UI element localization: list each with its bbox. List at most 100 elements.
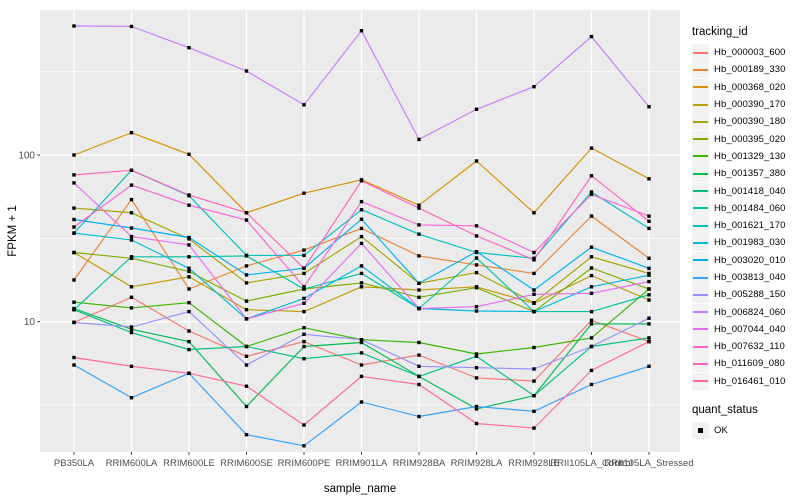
data-point (417, 288, 421, 292)
data-point (187, 152, 191, 156)
data-point (302, 326, 306, 330)
data-point (244, 218, 249, 222)
data-point (474, 224, 479, 228)
data-point (532, 345, 536, 350)
data-point (244, 344, 249, 349)
data-point (647, 279, 651, 284)
panel-background (40, 10, 680, 452)
data-point (589, 245, 594, 249)
data-point (129, 226, 134, 230)
legend-label: Hb_000390_180 (714, 116, 786, 128)
legend-tracking-items: Hb_000003_600 Hb_000189_330 Hb_000368_020 H… (692, 44, 800, 390)
data-point (417, 340, 421, 345)
data-point (359, 179, 364, 183)
x-tick-label: RRIM600LA (106, 458, 158, 469)
line-swatch-icon (693, 380, 708, 383)
data-point (187, 371, 191, 375)
legend-key (692, 199, 709, 217)
data-point (302, 285, 306, 289)
legend-item-Hb_003020_010: Hb_003020_010 (692, 251, 800, 269)
data-point (244, 433, 249, 437)
data-point (244, 363, 249, 367)
legend-title-tracking-id: tracking_id (692, 26, 748, 38)
data-point (589, 309, 594, 314)
data-point (129, 183, 134, 187)
legend-label: Hb_007044_040 (714, 323, 786, 335)
data-point (72, 206, 76, 210)
data-point (359, 340, 364, 345)
legend-label: Hb_006824_060 (714, 306, 786, 318)
data-point (302, 444, 306, 448)
data-point (417, 295, 421, 299)
data-point (302, 253, 306, 258)
data-point (302, 271, 306, 276)
legend-item-Hb_001329_130: Hb_001329_130 (692, 147, 800, 165)
legend-item-Hb_003813_040: Hb_003813_040 (692, 269, 800, 286)
data-point (417, 281, 421, 285)
legend-key (692, 320, 709, 338)
data-point (359, 285, 364, 289)
legend-item-Hb_000390_170: Hb_000390_170 (692, 96, 800, 114)
line-swatch-icon (693, 103, 708, 106)
y-tick-label: 100 (18, 151, 35, 162)
legend-label: Hb_001418_040 (714, 185, 786, 197)
data-point (359, 264, 364, 268)
x-tick-label: RRIM600SE (220, 458, 273, 469)
line-swatch-icon (693, 155, 708, 158)
data-point (187, 301, 191, 305)
data-point (244, 317, 249, 321)
data-point (187, 347, 191, 352)
data-point (589, 34, 594, 39)
legend-key (692, 44, 709, 62)
data-point (187, 269, 191, 274)
data-point (244, 308, 249, 312)
legend-item-Hb_001983_030: Hb_001983_030 (692, 234, 800, 252)
x-tick-label: PB350LA (54, 458, 95, 469)
data-point (532, 288, 536, 292)
data-point (474, 354, 479, 358)
legend-label: Hb_005288_150 (714, 289, 786, 301)
data-point (129, 234, 134, 239)
line-swatch-icon (693, 86, 708, 89)
data-point (187, 243, 191, 247)
legend-label: Hb_001484_060 (714, 202, 786, 214)
data-point (359, 241, 364, 246)
data-point (532, 258, 536, 262)
legend-item-Hb_000003_600: Hb_000003_600 (692, 44, 800, 62)
legend-item-Hb_007632_110: Hb_007632_110 (692, 338, 800, 356)
legend-label: Hb_003813_040 (714, 272, 786, 283)
legend-key (692, 217, 709, 235)
legend-key (692, 147, 709, 165)
x-axis-title: sample_name (324, 483, 396, 495)
data-point (532, 409, 536, 413)
data-point (129, 325, 134, 329)
data-point (187, 339, 191, 344)
line-swatch-icon (693, 293, 708, 296)
line-swatch-icon (693, 172, 708, 175)
x-tick-label: RRIM901LA (336, 458, 388, 469)
data-point (647, 266, 651, 270)
legend-label: Hb_001621_170 (714, 220, 786, 232)
data-point (244, 299, 249, 303)
line-swatch-icon (693, 362, 708, 365)
data-point (417, 206, 421, 210)
data-point (532, 85, 536, 89)
legend-label: Hb_007632_110 (714, 341, 785, 353)
data-point (129, 396, 134, 400)
data-point (129, 285, 134, 289)
data-point (129, 238, 134, 242)
data-point (302, 266, 306, 270)
data-point (647, 256, 651, 260)
legend-key (692, 303, 709, 321)
legend-key (692, 286, 709, 304)
data-point (302, 296, 306, 301)
data-point (302, 344, 306, 349)
data-point (359, 400, 364, 404)
data-point (474, 376, 479, 380)
data-point (532, 301, 536, 305)
data-point (187, 275, 191, 279)
legend-label: Hb_000003_600 (714, 47, 786, 59)
data-point (474, 286, 479, 290)
